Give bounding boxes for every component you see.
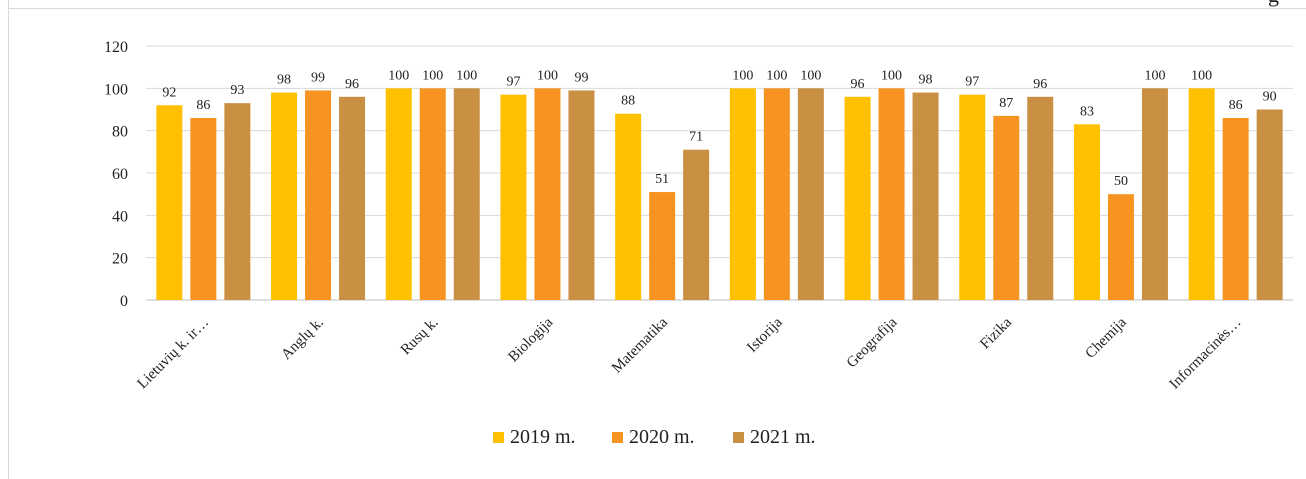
data-label: 71 <box>689 130 703 145</box>
cropped-corner-text: g <box>1268 0 1279 8</box>
chart-frame <box>8 0 1306 479</box>
y-axis: 0 20 40 60 80 100 120 <box>104 39 128 310</box>
frame-top-border <box>8 8 1306 9</box>
data-label: 83 <box>1080 104 1094 119</box>
data-label: 90 <box>1263 90 1277 105</box>
legend: 2019 m. 2020 m. 2021 m. <box>0 424 1306 450</box>
bar <box>1073 124 1100 300</box>
data-label: 86 <box>196 98 210 113</box>
bar <box>1188 88 1215 300</box>
bar <box>615 113 642 300</box>
bar <box>959 94 986 300</box>
data-label: 50 <box>1114 174 1128 189</box>
bar <box>649 192 676 300</box>
legend-swatch <box>493 431 504 443</box>
data-label: 100 <box>800 68 821 83</box>
data-label: 100 <box>732 68 753 83</box>
bar <box>190 117 217 300</box>
bar <box>1027 96 1054 300</box>
data-label: 100 <box>422 68 443 83</box>
bar <box>419 88 446 300</box>
data-label: 97 <box>965 75 979 90</box>
data-label: 100 <box>1191 68 1212 83</box>
bar <box>568 90 595 300</box>
bar <box>500 94 527 300</box>
bar <box>156 105 183 301</box>
legend-item: 2021 m. <box>733 424 816 450</box>
data-label: 100 <box>456 68 477 83</box>
legend-item: 2019 m. <box>493 424 576 450</box>
y-tick-label: 0 <box>120 293 128 310</box>
bar <box>1256 109 1283 300</box>
data-label: 51 <box>655 172 669 187</box>
data-label: 99 <box>574 70 588 85</box>
bar <box>534 88 561 300</box>
legend-swatch <box>612 431 623 443</box>
x-category-label: Fizika <box>977 314 1015 352</box>
x-category-label: Lietuvių k. ir… <box>135 315 213 393</box>
bar <box>763 88 790 300</box>
bar <box>1222 117 1249 300</box>
bar <box>797 88 824 300</box>
data-label: 88 <box>621 94 635 109</box>
data-label: 96 <box>1033 77 1047 92</box>
bar <box>993 115 1020 300</box>
x-category-label: Rusų k. <box>398 315 442 359</box>
bar <box>729 88 756 300</box>
bar <box>683 149 710 300</box>
legend-swatch <box>733 431 744 443</box>
data-label: 100 <box>537 68 558 83</box>
data-label: 100 <box>881 68 902 83</box>
legend-label: 2021 m. <box>750 425 816 448</box>
bar-series <box>156 88 1283 301</box>
bar <box>305 90 332 300</box>
data-label: 100 <box>766 68 787 83</box>
x-category-label: Istorija <box>744 314 786 356</box>
bar <box>1107 194 1134 300</box>
y-tick-label: 100 <box>104 81 128 98</box>
legend-label: 2020 m. <box>629 425 695 448</box>
bar <box>844 96 871 300</box>
x-category-label: Matematika <box>609 314 671 376</box>
bar <box>1141 88 1168 300</box>
data-label: 92 <box>162 85 176 100</box>
data-label: 97 <box>506 75 520 90</box>
bar <box>339 96 366 300</box>
x-axis: Lietuvių k. ir… Anglų k. Rusų k. Biologija M… <box>135 314 1245 392</box>
data-label: 98 <box>277 73 291 88</box>
y-tick-label: 20 <box>112 251 128 268</box>
bar <box>912 92 939 300</box>
y-tick-label: 40 <box>112 208 128 225</box>
data-label: 93 <box>230 83 244 98</box>
x-category-label: Biologija <box>505 314 556 365</box>
data-label: 96 <box>345 77 359 92</box>
legend-label: 2019 m. <box>510 425 576 448</box>
data-label: 100 <box>1144 68 1165 83</box>
bar <box>385 88 412 300</box>
x-category-label: Informacinės… <box>1167 315 1245 393</box>
bar <box>271 92 298 300</box>
y-tick-label: 80 <box>112 124 128 141</box>
gridlines <box>146 45 1293 301</box>
data-label: 100 <box>388 68 409 83</box>
bar <box>453 88 480 300</box>
data-label: 98 <box>919 73 933 88</box>
data-label: 99 <box>311 70 325 85</box>
y-tick-label: 120 <box>104 39 128 56</box>
data-label: 96 <box>851 77 865 92</box>
data-label: 86 <box>1229 98 1243 113</box>
x-category-label: Geografija <box>844 314 901 371</box>
legend-item: 2020 m. <box>612 424 695 450</box>
y-tick-label: 60 <box>112 166 128 183</box>
x-category-label: Chemija <box>1083 314 1130 361</box>
x-category-label: Anglų k. <box>278 315 326 363</box>
bar <box>224 103 251 301</box>
bar <box>878 88 905 300</box>
data-labels: 92 86 93 98 99 96 100 100 100 97 100 99 88 51 71 100 100… <box>162 68 1276 189</box>
data-label: 87 <box>999 96 1013 111</box>
